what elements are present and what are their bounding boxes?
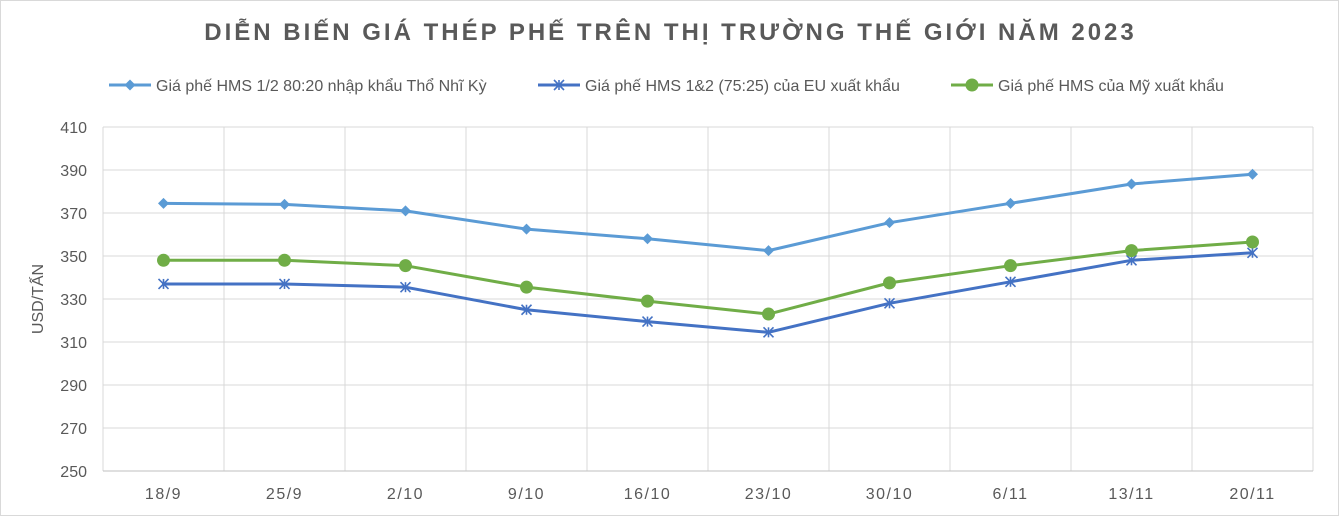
series-1-point	[279, 198, 290, 210]
y-tick-label: 250	[60, 464, 87, 481]
x-tick-label: 9/10	[508, 486, 545, 503]
series-1-point	[521, 223, 532, 235]
series-1-point	[1005, 197, 1016, 209]
series-2-point	[1004, 276, 1017, 288]
legend-marker	[965, 78, 979, 92]
y-tick-label: 350	[60, 249, 87, 266]
series-line-1	[162, 172, 1254, 253]
series-3-point	[399, 259, 412, 273]
series-2-point	[157, 278, 170, 290]
x-tick-label: 23/10	[745, 486, 793, 503]
legend-marker	[124, 79, 136, 91]
x-tick-label: 20/11	[1229, 486, 1275, 503]
series-1-point	[158, 197, 169, 209]
series-1-point	[1126, 178, 1137, 190]
series-1-point	[763, 245, 774, 257]
series-3-point	[157, 253, 170, 267]
series-3-point	[762, 307, 775, 321]
series-3-point	[278, 253, 291, 267]
x-tick-label: 2/10	[387, 486, 424, 503]
series-1-point	[884, 217, 895, 229]
series-3-point	[883, 276, 896, 290]
series-3-point	[641, 294, 654, 308]
y-tick-label: 290	[60, 378, 87, 395]
series-2-point	[278, 278, 291, 290]
chart-title: DIỄN BIẾN GIÁ THÉP PHẾ TRÊN THỊ TRƯỜNG T…	[204, 19, 1137, 46]
y-tick-label: 370	[60, 206, 87, 223]
series-2-point	[399, 281, 412, 293]
x-tick-label: 25/9	[266, 486, 303, 503]
y-tick-label: 270	[60, 421, 87, 438]
series-2-point	[1246, 247, 1259, 259]
y-axis-title: USD/TẤN	[28, 264, 47, 334]
legend-label: Giá phế HMS 1/2 80:20 nhập khẩu Thổ Nhĩ …	[156, 77, 487, 95]
series-3-point	[1246, 235, 1259, 249]
legend-label: Giá phế HMS 1&2 (75:25) của EU xuất khẩu	[585, 77, 900, 95]
y-tick-label: 390	[60, 163, 87, 180]
series-3-point	[520, 280, 533, 294]
x-tick-label: 13/11	[1108, 486, 1154, 503]
y-tick-label: 410	[60, 120, 87, 137]
series-2-point	[641, 316, 654, 328]
x-tick-label: 30/10	[866, 486, 914, 503]
series-line-2	[162, 251, 1254, 334]
series-line-3	[162, 240, 1254, 316]
series-3-point	[1004, 259, 1017, 273]
series-2-point	[762, 326, 775, 338]
series-2-point	[520, 304, 533, 316]
series-1-point	[400, 205, 411, 217]
series-1-point	[642, 233, 653, 245]
x-tick-label: 18/9	[145, 486, 182, 503]
y-tick-label: 310	[60, 335, 87, 352]
legend-marker	[553, 79, 565, 91]
legend-label: Giá phế HMS của Mỹ xuất khẩu	[998, 77, 1224, 95]
x-tick-label: 6/11	[993, 486, 1029, 503]
series-3-point	[1125, 244, 1138, 258]
series-1-point	[1247, 168, 1258, 180]
series-2-point	[883, 297, 896, 309]
x-tick-label: 16/10	[624, 486, 672, 503]
y-tick-label: 330	[60, 292, 87, 309]
